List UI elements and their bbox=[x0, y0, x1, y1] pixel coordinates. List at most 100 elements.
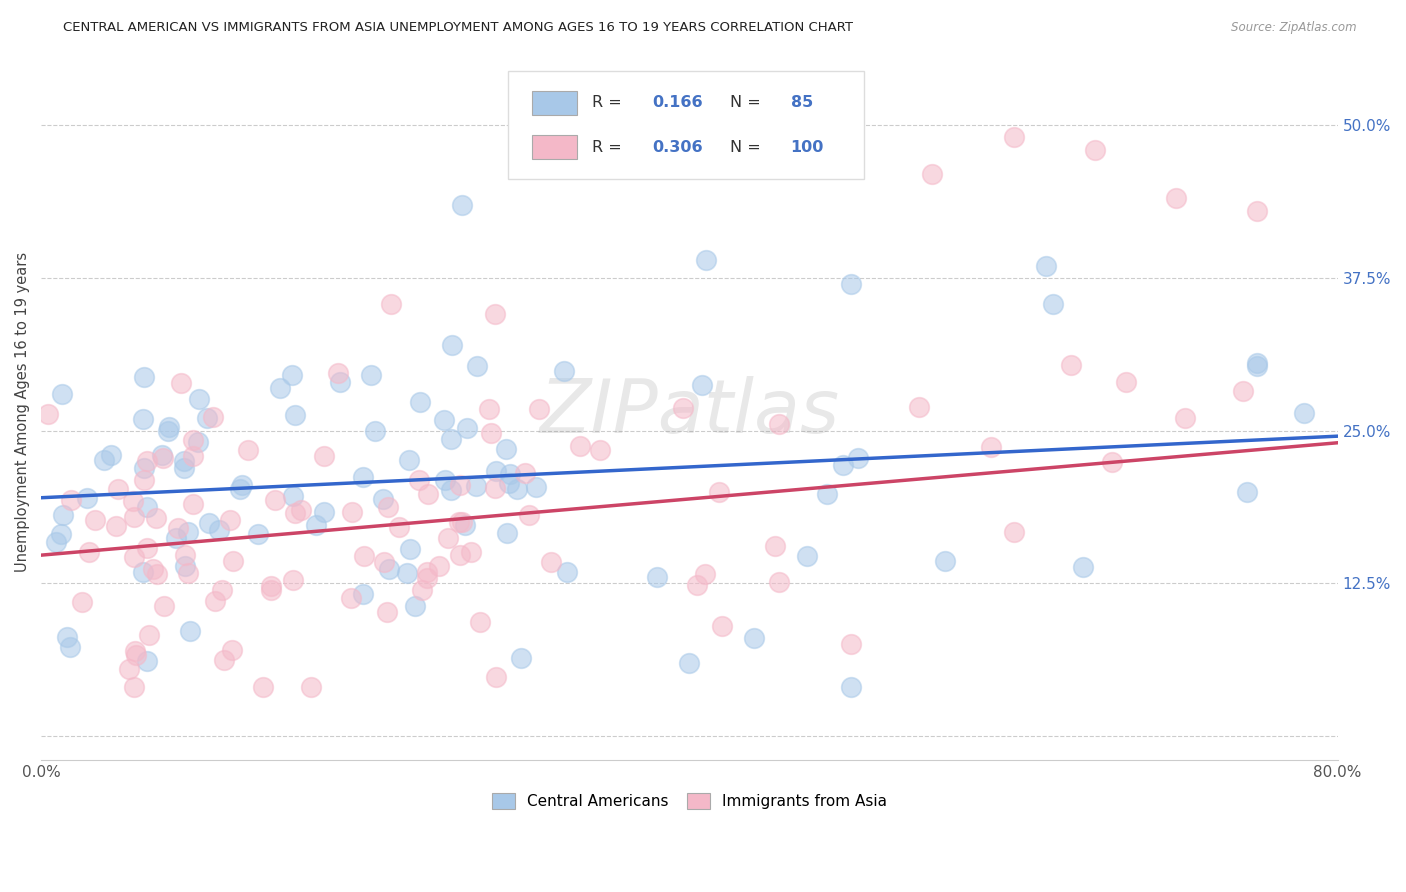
Text: 85: 85 bbox=[790, 95, 813, 111]
Point bbox=[173, 461, 195, 475]
Text: ZIPatlas: ZIPatlas bbox=[540, 376, 839, 448]
Point bbox=[1236, 485, 1258, 500]
Point bbox=[690, 377, 713, 392]
Point bbox=[451, 516, 474, 530]
Point bbox=[51, 527, 73, 541]
Text: R =: R = bbox=[592, 95, 627, 111]
Point bbox=[685, 578, 707, 592]
Point bbox=[208, 523, 231, 537]
Point bbox=[409, 395, 432, 409]
Point bbox=[460, 545, 482, 559]
Point bbox=[165, 531, 187, 545]
Point bbox=[142, 562, 165, 576]
Point bbox=[1246, 356, 1268, 370]
Point bbox=[59, 640, 82, 655]
Point bbox=[153, 599, 176, 613]
Point bbox=[135, 541, 157, 556]
Point bbox=[1232, 384, 1254, 398]
Point bbox=[152, 450, 174, 465]
Point bbox=[645, 570, 668, 584]
Point bbox=[934, 554, 956, 568]
Point bbox=[529, 402, 551, 417]
Point bbox=[441, 338, 464, 352]
Point bbox=[371, 492, 394, 507]
Point bbox=[589, 443, 612, 458]
Text: 100: 100 bbox=[790, 140, 824, 154]
Point bbox=[170, 376, 193, 391]
Point bbox=[841, 637, 863, 651]
Point bbox=[284, 507, 307, 521]
Point bbox=[465, 359, 488, 374]
Point bbox=[465, 478, 488, 492]
Point bbox=[173, 454, 195, 468]
Point bbox=[221, 642, 243, 657]
Point bbox=[305, 517, 328, 532]
Point bbox=[540, 555, 562, 569]
Point bbox=[100, 448, 122, 462]
Point bbox=[553, 364, 575, 378]
Point bbox=[136, 500, 159, 515]
Point bbox=[485, 670, 508, 684]
Text: Source: ZipAtlas.com: Source: ZipAtlas.com bbox=[1232, 21, 1357, 34]
Point bbox=[281, 573, 304, 587]
Point bbox=[768, 574, 790, 589]
Point bbox=[437, 532, 460, 546]
Point bbox=[45, 535, 67, 549]
Point bbox=[980, 440, 1002, 454]
Point bbox=[672, 401, 695, 415]
Point bbox=[433, 413, 456, 427]
Point bbox=[37, 407, 59, 421]
Point bbox=[1002, 130, 1025, 145]
FancyBboxPatch shape bbox=[508, 71, 865, 179]
Point bbox=[187, 392, 209, 407]
Point bbox=[380, 296, 402, 310]
Point bbox=[204, 594, 226, 608]
Point bbox=[187, 435, 209, 450]
Point bbox=[451, 197, 474, 211]
Point bbox=[375, 606, 398, 620]
Point bbox=[841, 277, 863, 291]
Point bbox=[211, 583, 233, 598]
Point bbox=[1246, 359, 1268, 373]
Point bbox=[145, 511, 167, 525]
Point bbox=[416, 571, 439, 585]
Point bbox=[247, 527, 270, 541]
Point bbox=[125, 648, 148, 662]
Legend: Central Americans, Immigrants from Asia: Central Americans, Immigrants from Asia bbox=[485, 787, 893, 815]
Point bbox=[388, 520, 411, 534]
Text: N =: N = bbox=[730, 140, 765, 154]
Point bbox=[135, 654, 157, 668]
Text: R =: R = bbox=[592, 140, 627, 154]
Point bbox=[1246, 203, 1268, 218]
Point bbox=[340, 505, 363, 519]
Point bbox=[131, 411, 153, 425]
Point bbox=[107, 482, 129, 496]
Point bbox=[56, 630, 79, 644]
Point bbox=[181, 433, 204, 447]
Point bbox=[183, 449, 205, 463]
Point bbox=[122, 510, 145, 524]
Point bbox=[484, 308, 506, 322]
Point bbox=[117, 661, 139, 675]
Point bbox=[229, 483, 252, 497]
Point bbox=[212, 652, 235, 666]
Point bbox=[177, 525, 200, 540]
Point bbox=[132, 565, 155, 579]
Point bbox=[815, 487, 838, 501]
Point bbox=[173, 559, 195, 574]
Point bbox=[510, 651, 533, 665]
Point bbox=[1071, 560, 1094, 574]
Point bbox=[339, 591, 361, 605]
Point bbox=[398, 452, 420, 467]
Point bbox=[352, 470, 374, 484]
Point bbox=[105, 518, 128, 533]
Point bbox=[124, 680, 146, 694]
Point bbox=[280, 368, 302, 383]
Point bbox=[427, 559, 450, 574]
Point bbox=[710, 619, 733, 633]
Point bbox=[135, 454, 157, 468]
Point bbox=[695, 252, 717, 267]
Point bbox=[440, 432, 463, 446]
Point bbox=[921, 167, 943, 181]
Point bbox=[470, 615, 492, 629]
